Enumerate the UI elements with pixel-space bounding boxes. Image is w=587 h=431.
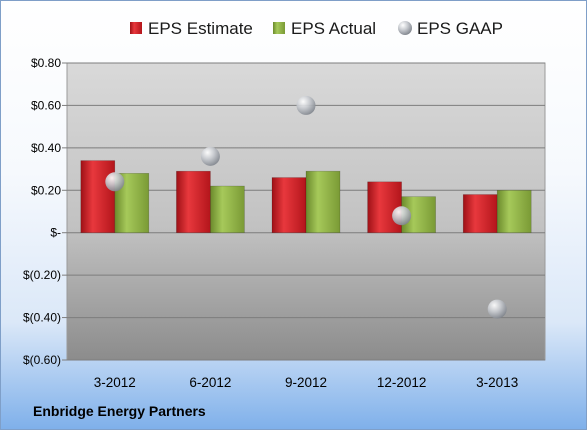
- eps-estimate-bar: [462, 194, 498, 234]
- eps-estimate-legend-label: EPS Estimate: [148, 19, 253, 38]
- y-tick-label: $-: [50, 226, 61, 240]
- eps-actual-bar: [305, 170, 341, 234]
- eps-estimate-bar: [367, 181, 402, 234]
- eps-gaap-point: [296, 95, 316, 115]
- company-name: Enbridge Energy Partners: [33, 403, 206, 419]
- eps-estimate-legend-swatch: [130, 22, 142, 34]
- y-tick-label: $0.40: [31, 141, 61, 155]
- eps-estimate-bar: [80, 160, 116, 234]
- y-tick-label: $0.60: [31, 98, 61, 112]
- x-category-label: 12-2012: [377, 375, 427, 390]
- y-tick-label: $(0.20): [23, 268, 61, 282]
- y-axis: $0.80 $0.60 $0.40 $0.20 $- $(0.20) $(0.40) $(0.…: [23, 56, 67, 367]
- eps-estimate-bar: [271, 177, 307, 234]
- x-category-label: 3-2013: [476, 375, 518, 390]
- eps-gaap-point: [105, 172, 125, 192]
- eps-gaap-legend-label: EPS GAAP: [417, 19, 503, 38]
- bars: [80, 160, 532, 234]
- legend: EPS Estimate EPS Actual EPS GAAP: [130, 19, 503, 38]
- y-tick-label: $0.20: [31, 183, 61, 197]
- y-tick-label: $(0.60): [23, 353, 61, 367]
- eps-estimate-bar: [176, 170, 211, 234]
- eps-actual-bar: [496, 189, 532, 234]
- x-axis: 3-2012 6-2012 9-2012 12-2012 3-2013: [94, 375, 518, 390]
- x-category-label: 6-2012: [189, 375, 231, 390]
- y-tick-label: $0.80: [31, 56, 61, 70]
- eps-gaap-point: [487, 299, 507, 319]
- x-category-label: 3-2012: [94, 375, 136, 390]
- eps-gaap-point: [200, 146, 220, 166]
- eps-actual-bar: [210, 185, 245, 234]
- gaap-points: [105, 95, 507, 319]
- y-tick-label: $(0.40): [23, 311, 61, 325]
- eps-actual-legend-swatch: [273, 22, 285, 34]
- x-category-label: 9-2012: [285, 375, 327, 390]
- eps-gaap-point: [392, 206, 412, 226]
- eps-actual-legend-label: EPS Actual: [291, 19, 376, 38]
- eps-gaap-legend-swatch: [398, 21, 412, 35]
